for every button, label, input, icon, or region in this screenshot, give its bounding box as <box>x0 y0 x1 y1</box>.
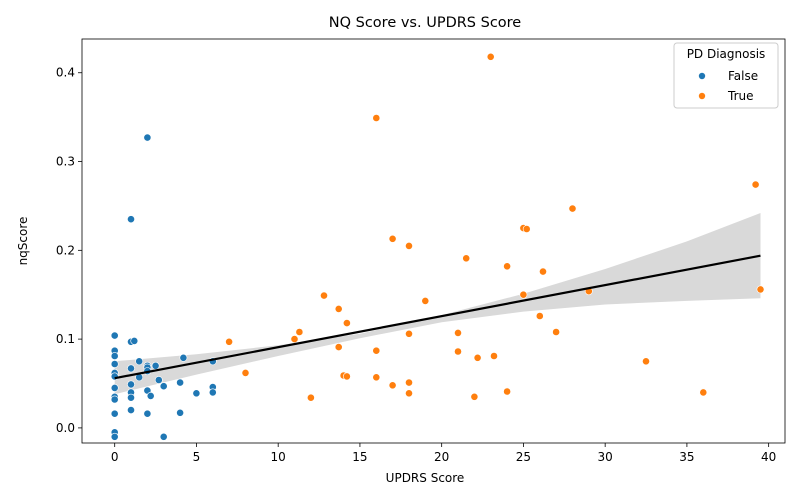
data-point-true <box>342 372 351 381</box>
x-tick-label: 5 <box>193 450 201 464</box>
data-point-true <box>751 180 760 189</box>
data-point-true <box>372 114 381 122</box>
data-point-false <box>110 331 119 340</box>
data-point-false <box>143 133 152 142</box>
data-point-true <box>756 285 765 294</box>
data-point-true <box>699 388 708 397</box>
data-point-false <box>110 395 119 404</box>
data-point-false <box>127 215 135 224</box>
data-point-true <box>372 373 381 382</box>
legend-label-true: True <box>727 89 754 103</box>
data-point-true <box>454 347 462 356</box>
x-tick-label: 20 <box>434 450 449 464</box>
data-point-false <box>127 393 135 402</box>
data-point-true <box>388 381 397 390</box>
data-point-true <box>342 319 351 327</box>
data-point-true <box>454 328 462 337</box>
data-point-false <box>130 336 139 345</box>
data-point-true <box>320 291 328 300</box>
legend-marker-true <box>698 92 706 100</box>
data-point-false <box>176 378 184 387</box>
y-tick-label: 0.2 <box>56 243 75 257</box>
data-point-false <box>110 360 119 368</box>
data-point-false <box>135 357 144 366</box>
data-point-false <box>127 380 135 389</box>
data-point-false <box>110 372 119 381</box>
data-point-false <box>159 382 168 391</box>
data-point-false <box>110 409 119 418</box>
data-point-true <box>535 312 544 320</box>
data-point-true <box>405 378 413 387</box>
data-point-true <box>405 389 413 398</box>
regression-line <box>114 254 761 380</box>
data-point-true <box>334 304 343 313</box>
data-point-true <box>334 343 343 351</box>
data-point-true <box>225 337 233 346</box>
data-point-true <box>519 290 528 299</box>
plot-frame <box>81 38 786 444</box>
data-point-true <box>295 328 304 336</box>
confidence-band-area <box>114 213 761 395</box>
x-tick-label: 10 <box>271 450 286 464</box>
data-point-false <box>127 364 135 373</box>
x-tick-label: 15 <box>352 450 367 464</box>
data-point-true <box>470 392 479 401</box>
x-tick-label: 40 <box>761 450 776 464</box>
confidence-band <box>114 213 761 395</box>
legend: PD Diagnosis False True <box>673 42 779 109</box>
data-point-false <box>110 383 119 392</box>
data-point-false <box>179 353 188 362</box>
data-point-false <box>159 432 168 441</box>
data-point-true <box>490 352 498 360</box>
data-point-true <box>241 368 250 377</box>
data-point-true <box>568 204 577 213</box>
data-point-true <box>421 296 430 305</box>
data-point-false <box>127 406 135 414</box>
y-tick-label: 0.0 <box>56 421 75 435</box>
legend-marker-false <box>698 72 706 80</box>
data-point-false <box>143 409 152 418</box>
y-axis-title: nqScore <box>16 217 30 266</box>
data-points <box>110 52 765 441</box>
data-point-true <box>462 254 471 263</box>
data-point-true <box>642 357 650 366</box>
x-tick-label: 0 <box>111 450 119 464</box>
data-point-true <box>552 328 560 336</box>
data-point-false <box>176 408 184 417</box>
data-point-true <box>503 262 511 271</box>
x-axis: 0 5 10 15 20 25 30 35 40 <box>111 443 776 464</box>
regression-line-path <box>114 254 761 380</box>
data-point-true <box>539 267 547 276</box>
legend-box <box>673 42 779 109</box>
x-tick-label: 35 <box>679 450 694 464</box>
data-point-false <box>154 376 163 384</box>
data-point-true <box>372 346 381 355</box>
data-point-true <box>522 225 531 233</box>
y-tick-label: 0.1 <box>56 332 75 346</box>
data-point-true <box>388 234 397 243</box>
data-point-true <box>503 387 511 396</box>
data-point-false <box>208 388 217 397</box>
data-point-true <box>290 335 299 343</box>
data-point-false <box>151 361 160 370</box>
y-tick-label: 0.3 <box>56 155 75 169</box>
x-axis-title: UPDRS Score <box>386 471 465 485</box>
data-point-false <box>110 432 119 441</box>
legend-label-false: False <box>728 69 758 83</box>
y-axis: 0.0 0.1 0.2 0.3 0.4 <box>56 66 82 435</box>
data-point-false <box>192 389 201 398</box>
x-tick-label: 25 <box>516 450 531 464</box>
x-tick-label: 30 <box>598 450 613 464</box>
data-point-true <box>405 241 413 250</box>
y-tick-label: 0.4 <box>56 66 75 80</box>
data-point-false <box>110 352 119 360</box>
data-point-true <box>486 52 495 61</box>
data-point-true <box>306 393 315 402</box>
data-point-true <box>405 329 413 338</box>
data-point-true <box>473 353 482 362</box>
data-point-false <box>146 391 155 400</box>
legend-title: PD Diagnosis <box>687 47 766 61</box>
chart-title: NQ Score vs. UPDRS Score <box>329 15 522 31</box>
